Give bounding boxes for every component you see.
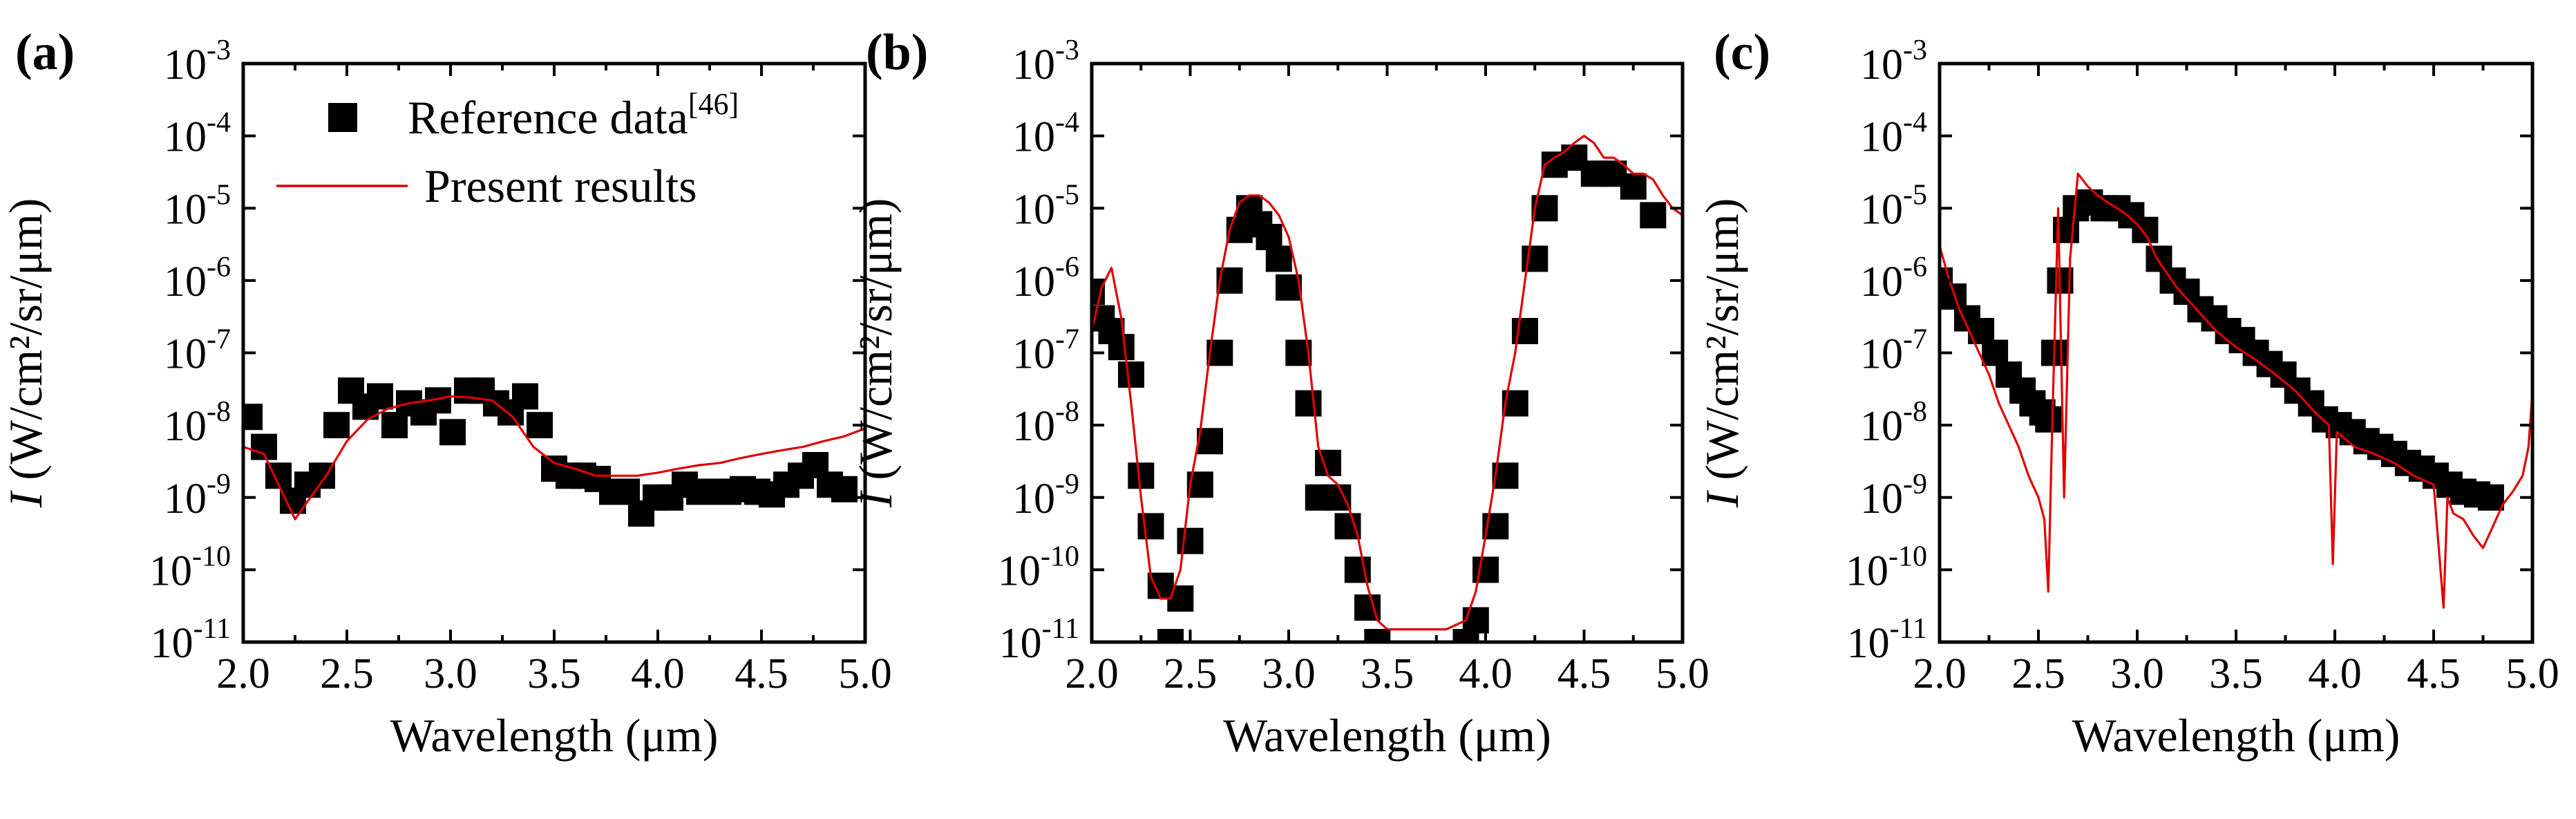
y-tick-label: 10-3 [1860,35,1927,88]
y-tick-label: 10-6 [1012,252,1079,305]
reference-point [2035,406,2062,433]
reference-point [439,419,466,446]
y-tick-label: 10-5 [1012,179,1079,233]
reference-point [1315,449,1341,476]
reference-point [1128,462,1155,489]
legend: Reference data[46] Present results [276,87,739,212]
x-tick-label: 4.5 [2407,650,2461,697]
x-tick-label: 3.0 [2110,650,2164,697]
y-tick-label: 10-10 [1846,540,1927,594]
x-tick-label: 4.0 [1459,650,1513,697]
y-tick-label: 10-10 [998,540,1079,594]
x-axis-label: Wavelength (μm) [2072,709,2400,762]
y-axis-label: I (W/cm²/sr/μm) [849,198,902,509]
x-tick-label: 3.5 [2209,650,2263,697]
x-tick-label: 5.0 [1656,650,1710,697]
reference-point [1137,513,1164,540]
y-axis-label: I (W/cm²/sr/μm) [0,198,52,509]
x-tick-label: 3.5 [1361,650,1414,697]
y-tick-label: 10-9 [1860,469,1927,523]
plot-frame [241,62,867,644]
reference-point [1640,202,1667,229]
y-axis-label: I (W/cm²/sr/μm) [1696,198,1748,509]
panel-label: (c) [1714,24,1770,81]
reference-point [1295,390,1322,417]
y-tick-label: 10-4 [1012,107,1079,161]
y-tick-label: 10-4 [164,107,231,161]
x-axis-label: Wavelength (μm) [1223,709,1551,762]
reference-point [367,383,393,410]
x-tick-label: 4.5 [1557,650,1611,697]
reference-point [527,412,553,439]
y-tick-label: 10-8 [164,396,231,450]
plot-frame [1090,62,1685,644]
x-tick-label: 4.0 [631,650,685,697]
reference-point [1472,556,1499,583]
reference-point [1118,361,1144,388]
y-tick-label: 10-3 [164,35,231,88]
panel-c: (c) 2.0 2.5 3.0 3.5 4.0 4.5 5.0 10-11 10-10 10-9 1… [1696,24,2559,762]
reference-point [512,383,538,410]
x-tick-label: 5.0 [2506,650,2559,697]
legend-present-label: Present results [424,160,697,212]
y-tick-label: 10-5 [1860,179,1927,233]
present-results-line [1092,135,1683,631]
svg-text:Reference data[46]: Reference data[46] [408,87,739,144]
x-tick-label: 2.0 [216,650,270,697]
panel-a: (a) 2.0 2.5 3.0 3.5 4.0 4.5 5.0 10-11 10-10 10-9 1… [0,24,892,762]
x-tick-label: 2.5 [2011,650,2065,697]
reference-point [1265,245,1292,272]
x-tick-label: 2.0 [1065,650,1119,697]
x-tick-label: 3.0 [1262,650,1316,697]
reference-point [1364,629,1391,642]
present-results-line [1940,172,2532,609]
panel-label: (b) [866,24,928,81]
x-tick-label: 3.0 [424,650,477,697]
y-tick-label: 10-11 [999,613,1079,667]
x-tick-label: 2.5 [1164,650,1218,697]
present-results-line [243,395,865,520]
reference-point [1108,334,1135,361]
x-tick-label: 3.5 [527,650,581,697]
y-tick-label: 10-5 [164,179,231,233]
x-tick-label: 4.0 [2308,650,2362,697]
x-axis-label: Wavelength (μm) [390,709,719,762]
reference-point [1325,484,1352,511]
y-tick-label: 10-4 [1860,107,1927,161]
x-tick-label: 2.5 [320,650,374,697]
reference-point [2132,216,2159,243]
y-tick-label: 10-8 [1860,396,1927,450]
reference-point [323,412,350,439]
y-tick-label: 10-6 [164,252,231,305]
y-tick-label: 10-7 [1012,324,1079,378]
x-tick-label: 5.0 [838,650,892,697]
y-tick-label: 10-6 [1860,252,1927,305]
x-tick-label: 4.5 [735,650,788,697]
legend-reference-citation: [46] [688,87,739,121]
x-tick-label: 2.0 [1913,650,1967,697]
reference-point [1157,629,1184,642]
y-tick-label: 10-7 [164,324,231,378]
reference-point [1620,173,1647,200]
y-tick-label: 10-9 [1012,469,1079,523]
panel-label: (a) [15,24,75,81]
y-tick-label: 10-8 [1012,396,1079,450]
legend-reference-label: Reference data [408,91,688,144]
y-tick-label: 10-9 [164,469,231,523]
legend-reference-marker [328,103,357,132]
reference-point [2477,484,2504,511]
y-tick-label: 10-3 [1012,35,1079,88]
y-tick-label: 10-7 [1860,324,1927,378]
y-tick-label: 10-10 [149,540,231,594]
y-tick-label: 10-11 [1847,613,1927,667]
panel-b: (b) 2.0 2.5 3.0 3.5 4.0 4.5 5.0 10-11 10-10 10-9 1… [849,24,1710,762]
y-tick-label: 10-11 [151,613,231,667]
reference-point [1177,527,1204,554]
